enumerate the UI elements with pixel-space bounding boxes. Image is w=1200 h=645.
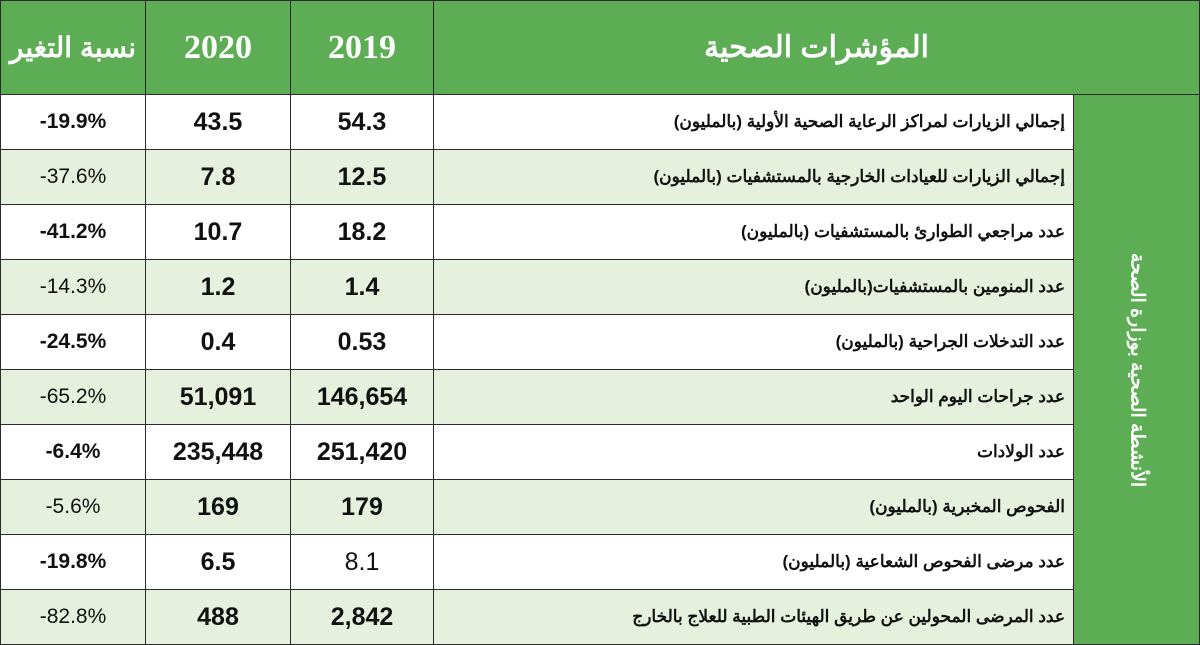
indicator-label: عدد جراحات اليوم الواحد: [433, 369, 1074, 425]
table-row: -6.4% 235,448 251,420 عدد الولادات: [0, 424, 1200, 480]
value-2020-cell: 51,091: [145, 369, 291, 425]
change-cell: -19.8%: [0, 534, 146, 590]
change-cell: -65.2%: [0, 369, 146, 425]
change-cell: -5.6%: [0, 479, 146, 535]
value-2019-cell: 12.5: [290, 149, 434, 205]
value-2020-cell: 1.2: [145, 259, 291, 315]
table-row: -41.2% 10.7 18.2 عدد مراجعي الطوارئ بالم…: [0, 204, 1200, 260]
indicator-label: عدد مرضى الفحوص الشعاعية (بالمليون): [433, 534, 1074, 590]
change-cell: -24.5%: [0, 314, 146, 370]
table-row: -19.8% 6.5 8.1 عدد مرضى الفحوص الشعاعية …: [0, 534, 1200, 590]
indicator-label: عدد مراجعي الطوارئ بالمستشفيات (بالمليون…: [433, 204, 1074, 260]
change-cell: -41.2%: [0, 204, 146, 260]
change-cell: -37.6%: [0, 149, 146, 205]
value-2019-cell: 0.53: [290, 314, 434, 370]
indicator-label: إجمالي الزيارات للعيادات الخارجية بالمست…: [433, 149, 1074, 205]
value-2019-cell: 251,420: [290, 424, 434, 480]
change-cell: -19.9%: [0, 94, 146, 150]
indicator-label: عدد المرضى المحولين عن طريق الهيئات الطب…: [433, 589, 1074, 645]
header-title: المؤشرات الصحية: [432, 0, 1200, 95]
change-cell: -82.8%: [0, 589, 146, 645]
indicator-label: إجمالي الزيارات لمراكز الرعاية الصحية ال…: [433, 94, 1074, 150]
indicator-label: عدد المنومين بالمستشفيات(بالمليون): [433, 259, 1074, 315]
value-2020-cell: 7.8: [145, 149, 291, 205]
header-row: نسبة التغير 2020 2019 المؤشرات الصحية: [0, 0, 1200, 95]
table-row: -65.2% 51,091 146,654 عدد جراحات اليوم ا…: [0, 369, 1200, 425]
table-row: -19.9% 43.5 54.3 إجمالي الزيارات لمراكز …: [0, 94, 1200, 645]
table-row: -82.8% 488 2,842 عدد المرضى المحولين عن …: [0, 589, 1200, 645]
value-2019-cell: 179: [290, 479, 434, 535]
value-2019-cell: 18.2: [290, 204, 434, 260]
value-2019-cell: 54.3: [290, 94, 434, 150]
side-category-text: الأنشطة الصحية بوزارة الصحة: [1126, 252, 1147, 487]
table-row: -24.5% 0.4 0.53 عدد التدخلات الجراحية (ب…: [0, 314, 1200, 370]
header-2019: 2019: [290, 0, 434, 95]
value-2020-cell: 235,448: [145, 424, 291, 480]
value-2020-cell: 169: [145, 479, 291, 535]
value-2019-cell: 1.4: [290, 259, 434, 315]
table-row: -37.6% 7.8 12.5 إجمالي الزيارات للعيادات…: [0, 149, 1200, 205]
change-cell: -14.3%: [0, 259, 146, 315]
indicator-label: الفحوص المخبرية (بالمليون): [433, 479, 1074, 535]
table-row: -14.3% 1.2 1.4 عدد المنومين بالمستشفيات(…: [0, 259, 1200, 315]
change-cell: -6.4%: [0, 424, 146, 480]
value-2019-cell: 8.1: [290, 534, 434, 590]
value-2020-cell: 488: [145, 589, 291, 645]
value-2019-cell: 146,654: [290, 369, 434, 425]
side-category-label: الأنشطة الصحية بوزارة الصحة: [1072, 94, 1200, 645]
value-2020-cell: 6.5: [145, 534, 291, 590]
indicator-label: عدد الولادات: [433, 424, 1074, 480]
value-2020-cell: 0.4: [145, 314, 291, 370]
value-2020-cell: 10.7: [145, 204, 291, 260]
header-2020: 2020: [145, 0, 291, 95]
header-change: نسبة التغير: [0, 0, 146, 95]
value-2020-cell: 43.5: [145, 94, 291, 150]
table-row: -5.6% 169 179 الفحوص المخبرية (بالمليون): [0, 479, 1200, 535]
value-2019-cell: 2,842: [290, 589, 434, 645]
indicator-label: عدد التدخلات الجراحية (بالمليون): [433, 314, 1074, 370]
